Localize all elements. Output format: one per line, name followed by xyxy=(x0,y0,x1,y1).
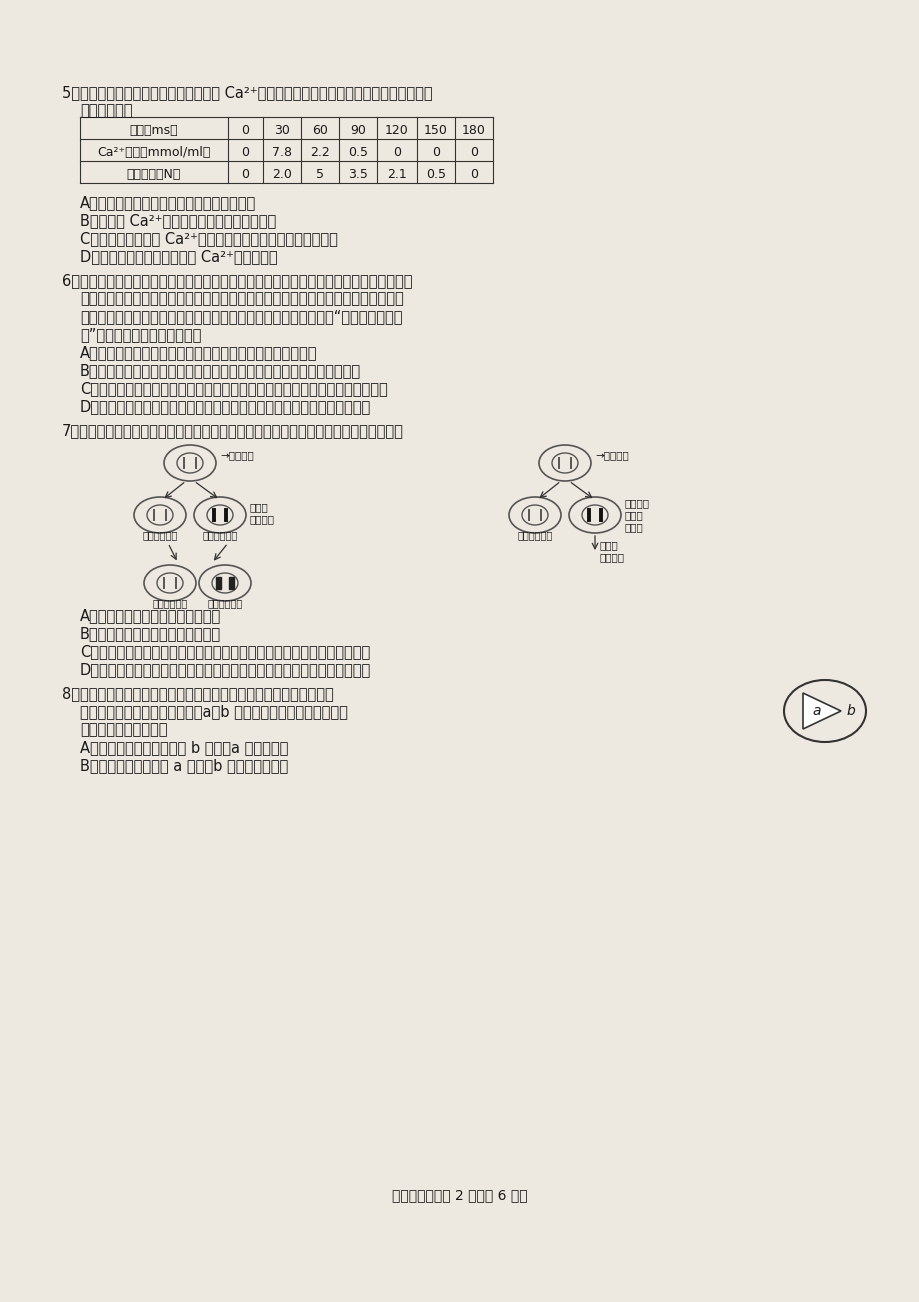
Text: 癌基因: 癌基因 xyxy=(624,522,643,533)
Text: 3.5: 3.5 xyxy=(347,168,368,181)
Text: B．细胞内 Ca²⁺浓度与肌肉收缩力量呈正相关: B．细胞内 Ca²⁺浓度与肌肉收缩力量呈正相关 xyxy=(80,214,276,228)
Text: 体内的某组织细胞的增殖周期，a、b 分别表示分裂期和分裂间期。: 体内的某组织细胞的增殖周期，a、b 分别表示分裂期和分裂间期。 xyxy=(80,704,347,719)
Text: 2.2: 2.2 xyxy=(310,146,330,159)
Text: A．肌肉收缩是一个以神经为主导的调节过程: A．肌肉收缩是一个以神经为主导的调节过程 xyxy=(80,195,256,210)
Text: 0: 0 xyxy=(241,124,249,137)
Text: D．由于重要细胞器数目的相对恒定，相应的功能仍能满足细胞代谢的需要: D．由于重要细胞器数目的相对恒定，相应的功能仍能满足细胞代谢的需要 xyxy=(80,398,371,414)
Text: 0: 0 xyxy=(470,168,478,181)
Text: B．细胞核与细胞质的体积的比例越小，细胞核对细胞质的控制能力越强: B．细胞核与细胞质的体积的比例越小，细胞核对细胞质的控制能力越强 xyxy=(80,363,361,378)
Text: 8．研究表明，细胞的分裂间期和分裂期均有蛋白质的合成。右图为人: 8．研究表明，细胞的分裂间期和分裂期均有蛋白质的合成。右图为人 xyxy=(62,686,334,700)
Text: C．使细胞内的一些重要分子的浓度变小，导致一些重要生化反应不能正常进行: C．使细胞内的一些重要分子的浓度变小，导致一些重要生化反应不能正常进行 xyxy=(80,381,387,396)
Text: 抑癌基因: 抑癌基因 xyxy=(250,514,275,523)
Text: →抑癌基因: →抑癌基因 xyxy=(220,450,254,460)
Text: A．细胞的表面积与体积的比例越小，物质相对运输能力越强: A．细胞的表面积与体积的比例越小，物质相对运输能力越强 xyxy=(80,345,317,359)
Text: 5: 5 xyxy=(315,168,323,181)
Text: 6．生物有机体内细胞种类繁多，各种细胞的大小相差悬殊，形态各异。但是不论同类动、: 6．生物有机体内细胞种类繁多，各种细胞的大小相差悬殊，形态各异。但是不论同类动、 xyxy=(62,273,412,288)
Text: A．抑癌基因的突变类似于隐性突变: A．抑癌基因的突变类似于隐性突变 xyxy=(80,608,221,622)
Text: 突变为: 突变为 xyxy=(624,510,643,519)
Text: 突变的: 突变的 xyxy=(250,503,268,512)
Text: 90: 90 xyxy=(350,124,366,137)
Text: 时间（ms）: 时间（ms） xyxy=(130,124,178,137)
Text: 细胞正常生长: 细胞正常生长 xyxy=(153,598,187,608)
Text: →原癌基因: →原癌基因 xyxy=(595,450,628,460)
Text: 下列有关说法正确的是: 下列有关说法正确的是 xyxy=(80,723,167,737)
Text: 细胞生长失控: 细胞生长失控 xyxy=(207,598,243,608)
Text: 180: 180 xyxy=(461,124,485,137)
Text: 原癌基因: 原癌基因 xyxy=(624,497,650,508)
Text: Ca²⁺含量（mmol/ml）: Ca²⁺含量（mmol/ml） xyxy=(97,146,210,159)
Text: 0: 0 xyxy=(432,146,439,159)
Text: D．原癌基因是调节细胞生长和增殖的正常基因，它们是细胞周期的加速器: D．原癌基因是调节细胞生长和增殖的正常基因，它们是细胞周期的加速器 xyxy=(80,661,371,677)
Text: 2.1: 2.1 xyxy=(387,168,406,181)
Text: 0.5: 0.5 xyxy=(425,168,446,181)
Text: 7.8: 7.8 xyxy=(272,146,291,159)
Polygon shape xyxy=(229,577,233,589)
Text: 2.0: 2.0 xyxy=(272,168,291,181)
Text: 组织的大小主要取决于细胞的数量，而与细胞的大小无关，这就是“细胞体积守恒定: 组织的大小主要取决于细胞的数量，而与细胞的大小无关，这就是“细胞体积守恒定 xyxy=(80,309,403,324)
Text: 高三生物试题第 2 页（共 6 页）: 高三生物试题第 2 页（共 6 页） xyxy=(391,1187,528,1202)
Polygon shape xyxy=(802,693,840,729)
Text: 肌肉力量（N）: 肌肉力量（N） xyxy=(127,168,181,181)
Text: A．基因突变只可能发生在 b 时期，a 时期不发生: A．基因突变只可能发生在 b 时期，a 时期不发生 xyxy=(80,740,288,755)
Text: 细胞正常生长: 细胞正常生长 xyxy=(202,530,237,540)
Text: C．抑癌基因是细胞周期的制动器，它们可抑制细胞分裂并阻止细胞的癌变: C．抑癌基因是细胞周期的制动器，它们可抑制细胞分裂并阻止细胞的癌变 xyxy=(80,644,369,659)
Text: 细胞周期: 细胞周期 xyxy=(599,552,624,562)
Text: B．基因重组只发生在 a 时期，b 时期不可能发生: B．基因重组只发生在 a 时期，b 时期不可能发生 xyxy=(80,758,288,773)
Text: 植物的个体差异有多大，同一器官或组织的细胞大小是在一个恒定的范围之内，器官: 植物的个体差异有多大，同一器官或组织的细胞大小是在一个恒定的范围之内，器官 xyxy=(80,292,403,306)
Text: 律”。这是因为细胞的体积越大: 律”。这是因为细胞的体积越大 xyxy=(80,327,201,342)
Text: 120: 120 xyxy=(385,124,408,137)
Text: 失控的: 失控的 xyxy=(599,540,618,549)
Text: 60: 60 xyxy=(312,124,327,137)
Text: 7．下图为原癌基因和抑癌基因的突变对细胞的影响示意图。下列相关叙述中不正确的是: 7．下图为原癌基因和抑癌基因的突变对细胞的影响示意图。下列相关叙述中不正确的是 xyxy=(62,423,403,437)
Text: 0.5: 0.5 xyxy=(347,146,368,159)
Text: B．原癌基因的突变类似于显性突变: B．原癌基因的突变类似于显性突变 xyxy=(80,626,221,641)
Text: 0: 0 xyxy=(470,146,478,159)
Text: C．肌肉收缩过程中 Ca²⁺最可能是以胞吞的方式进入肌细胞的: C．肌肉收缩过程中 Ca²⁺最可能是以胞吞的方式进入肌细胞的 xyxy=(80,230,337,246)
Text: 0: 0 xyxy=(392,146,401,159)
Polygon shape xyxy=(216,577,221,589)
Text: 30: 30 xyxy=(274,124,289,137)
Text: 0: 0 xyxy=(241,146,249,159)
Text: D．肌肉在达到最大收缩力前 Ca²⁺就开始释放: D．肌肉在达到最大收缩力前 Ca²⁺就开始释放 xyxy=(80,249,278,264)
Text: 0: 0 xyxy=(241,168,249,181)
Text: 5．下表为人体肌细胞受刺激后，细胞内 Ca²⁺含量和肌肉收缩力量随时间的变化关系。表中: 5．下表为人体肌细胞受刺激后，细胞内 Ca²⁺含量和肌肉收缩力量随时间的变化关系… xyxy=(62,85,432,100)
Text: 细胞正常生长: 细胞正常生长 xyxy=(142,530,177,540)
Text: 数据可以说明: 数据可以说明 xyxy=(80,103,132,118)
Text: b: b xyxy=(845,704,855,717)
Text: a: a xyxy=(811,704,821,717)
Text: 150: 150 xyxy=(424,124,448,137)
Text: 细胞正常生长: 细胞正常生长 xyxy=(516,530,552,540)
